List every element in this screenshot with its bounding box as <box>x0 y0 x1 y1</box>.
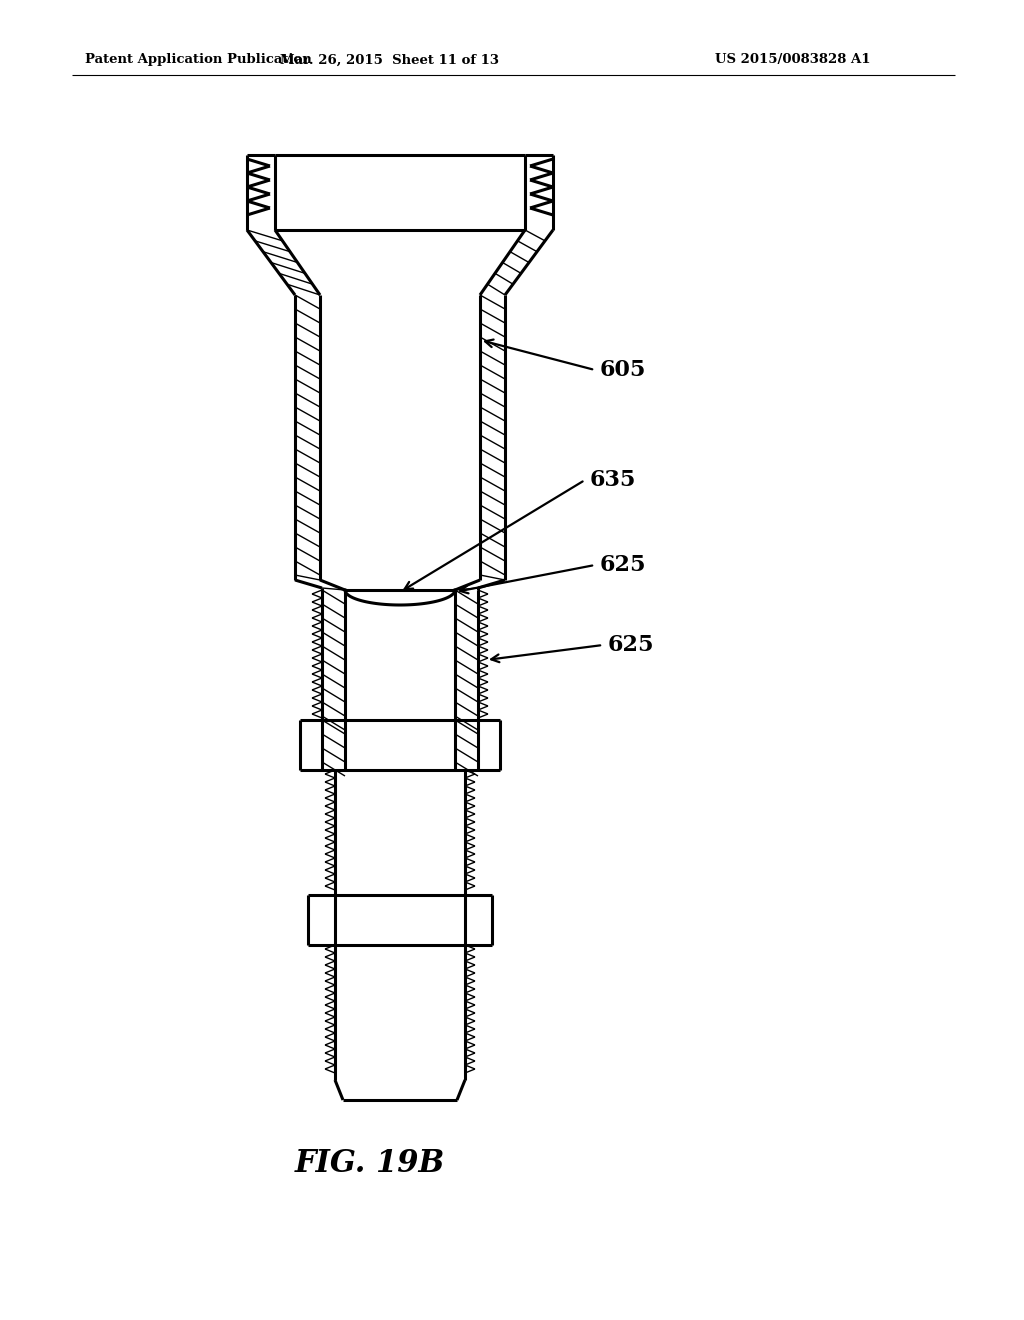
Text: Patent Application Publication: Patent Application Publication <box>85 54 311 66</box>
Text: 635: 635 <box>590 469 636 491</box>
Text: 605: 605 <box>600 359 646 381</box>
Text: US 2015/0083828 A1: US 2015/0083828 A1 <box>715 54 870 66</box>
Text: FIG. 19B: FIG. 19B <box>295 1147 445 1179</box>
Text: 625: 625 <box>608 634 654 656</box>
Text: Mar. 26, 2015  Sheet 11 of 13: Mar. 26, 2015 Sheet 11 of 13 <box>281 54 500 66</box>
Text: 625: 625 <box>600 554 646 576</box>
